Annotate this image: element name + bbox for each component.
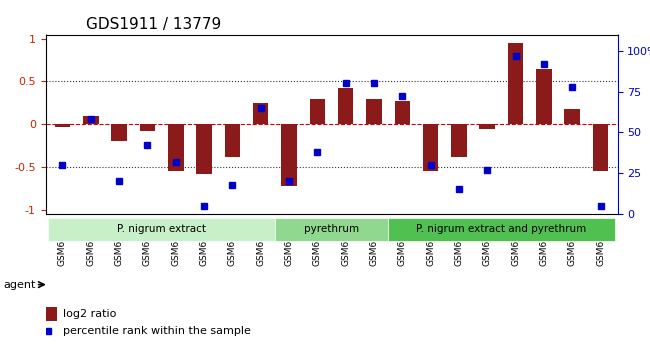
Bar: [253, 103, 268, 124]
Text: P. nigrum extract: P. nigrum extract: [117, 225, 206, 234]
Bar: [508, 43, 523, 124]
Text: pyrethrum: pyrethrum: [304, 225, 359, 234]
Bar: [451, 124, 467, 157]
Text: percentile rank within the sample: percentile rank within the sample: [62, 326, 250, 336]
Bar: [395, 101, 410, 124]
Text: log2 ratio: log2 ratio: [62, 309, 116, 319]
Bar: [593, 124, 608, 171]
Text: agent: agent: [3, 280, 36, 289]
Bar: [338, 88, 354, 124]
Bar: [111, 124, 127, 141]
Bar: [480, 124, 495, 129]
Bar: [196, 124, 212, 174]
Bar: [281, 124, 297, 186]
Text: P. nigrum extract and pyrethrum: P. nigrum extract and pyrethrum: [416, 225, 586, 234]
Bar: [225, 124, 240, 157]
Bar: [536, 69, 552, 124]
Bar: [83, 116, 99, 124]
FancyBboxPatch shape: [48, 218, 275, 241]
Text: GDS1911 / 13779: GDS1911 / 13779: [86, 17, 221, 32]
FancyBboxPatch shape: [275, 218, 388, 241]
FancyBboxPatch shape: [388, 218, 615, 241]
Bar: [422, 124, 438, 171]
Bar: [168, 124, 183, 171]
Bar: [55, 124, 70, 127]
Bar: [564, 109, 580, 124]
Bar: [366, 99, 382, 124]
Bar: [46, 307, 57, 321]
Bar: [309, 99, 325, 124]
Bar: [140, 124, 155, 131]
